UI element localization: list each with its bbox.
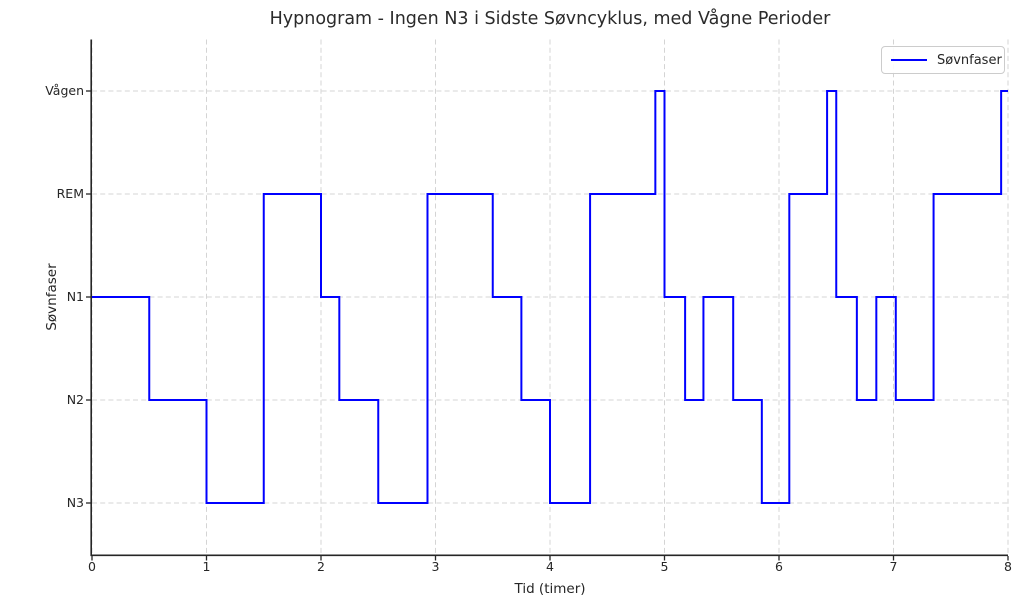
sleep-stage-step-line xyxy=(92,90,1008,504)
x-tick-label: 4 xyxy=(546,559,554,574)
x-tick-label: 2 xyxy=(317,559,325,574)
x-tick-label: 6 xyxy=(775,559,783,574)
legend-line-icon xyxy=(891,59,927,61)
x-tick-label: 8 xyxy=(1004,559,1012,574)
x-tick-label: 7 xyxy=(889,559,898,574)
y-tick-label: REM xyxy=(56,186,84,201)
legend: Søvnfaser xyxy=(881,46,1005,74)
y-tick-label: N1 xyxy=(66,289,84,304)
y-tick-label: N3 xyxy=(66,495,84,510)
x-tick-label: 5 xyxy=(660,559,669,574)
chart-title: Hypnogram - Ingen N3 i Sidste Søvncyklus… xyxy=(269,9,831,29)
x-tick-label: 0 xyxy=(88,559,96,574)
legend-label: Søvnfaser xyxy=(937,52,1002,68)
y-tick-label: N2 xyxy=(66,392,84,407)
x-tick-label: 1 xyxy=(202,559,211,574)
y-tick-label: Vågen xyxy=(45,83,84,98)
x-tick-label: 3 xyxy=(431,559,440,574)
x-axis-label: Tid (timer) xyxy=(514,581,586,597)
